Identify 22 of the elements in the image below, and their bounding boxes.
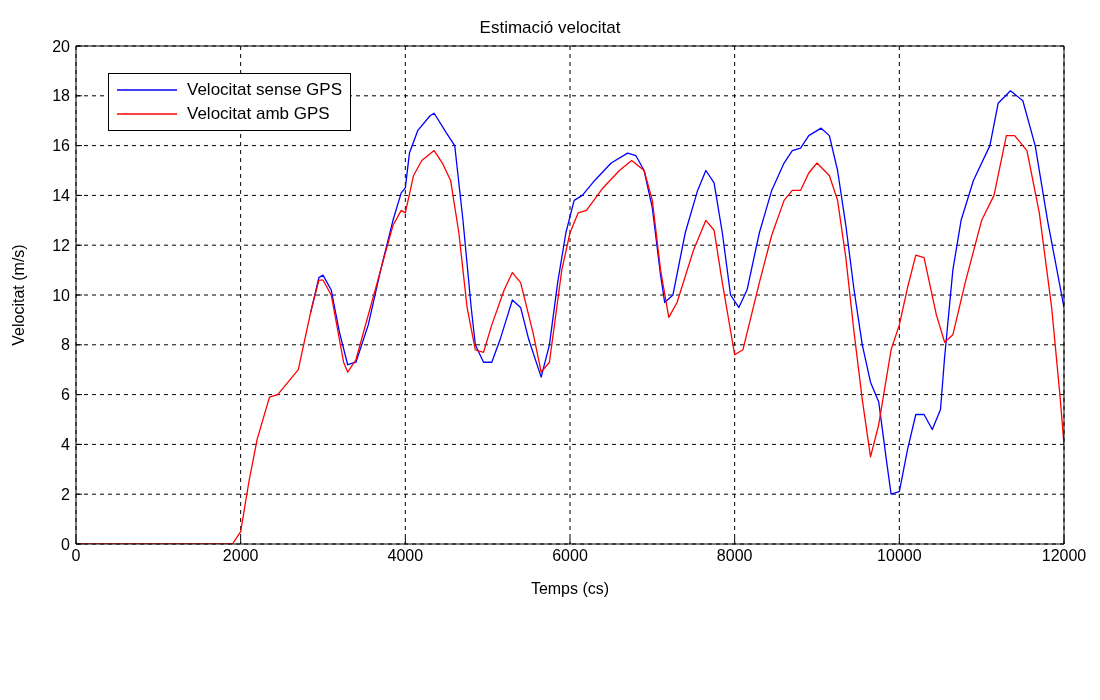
y-tick-label: 0: [61, 535, 71, 553]
y-axis-title: Velocitat (m/s): [9, 244, 27, 346]
x-tick-label: 10000: [877, 547, 922, 565]
y-tick-label: 4: [61, 436, 71, 454]
chart-title: Estimació velocitat: [478, 18, 622, 38]
y-tick-label: 14: [52, 187, 71, 205]
legend-label: Velocitat amb GPS: [187, 103, 330, 125]
y-tick-label: 12: [52, 236, 71, 254]
x-tick-label: 12000: [1041, 547, 1087, 565]
x-tick-label: 4000: [387, 547, 424, 565]
x-tick-label: 2000: [222, 547, 259, 565]
x-tick-label: 6000: [552, 547, 588, 565]
y-tick-label: 16: [52, 137, 71, 155]
x-tick-label: 8000: [716, 547, 753, 565]
y-tick-label: 10: [52, 286, 71, 304]
legend-label: Velocitat sense GPS: [187, 79, 342, 101]
y-tick-label: 2: [61, 485, 71, 503]
y-tick-label: 18: [52, 87, 71, 105]
y-tick-label: 8: [61, 336, 71, 354]
x-axis-title: Temps (cs): [530, 580, 610, 597]
y-tick-label: 20: [52, 37, 71, 55]
y-tick-label: 6: [61, 386, 71, 404]
